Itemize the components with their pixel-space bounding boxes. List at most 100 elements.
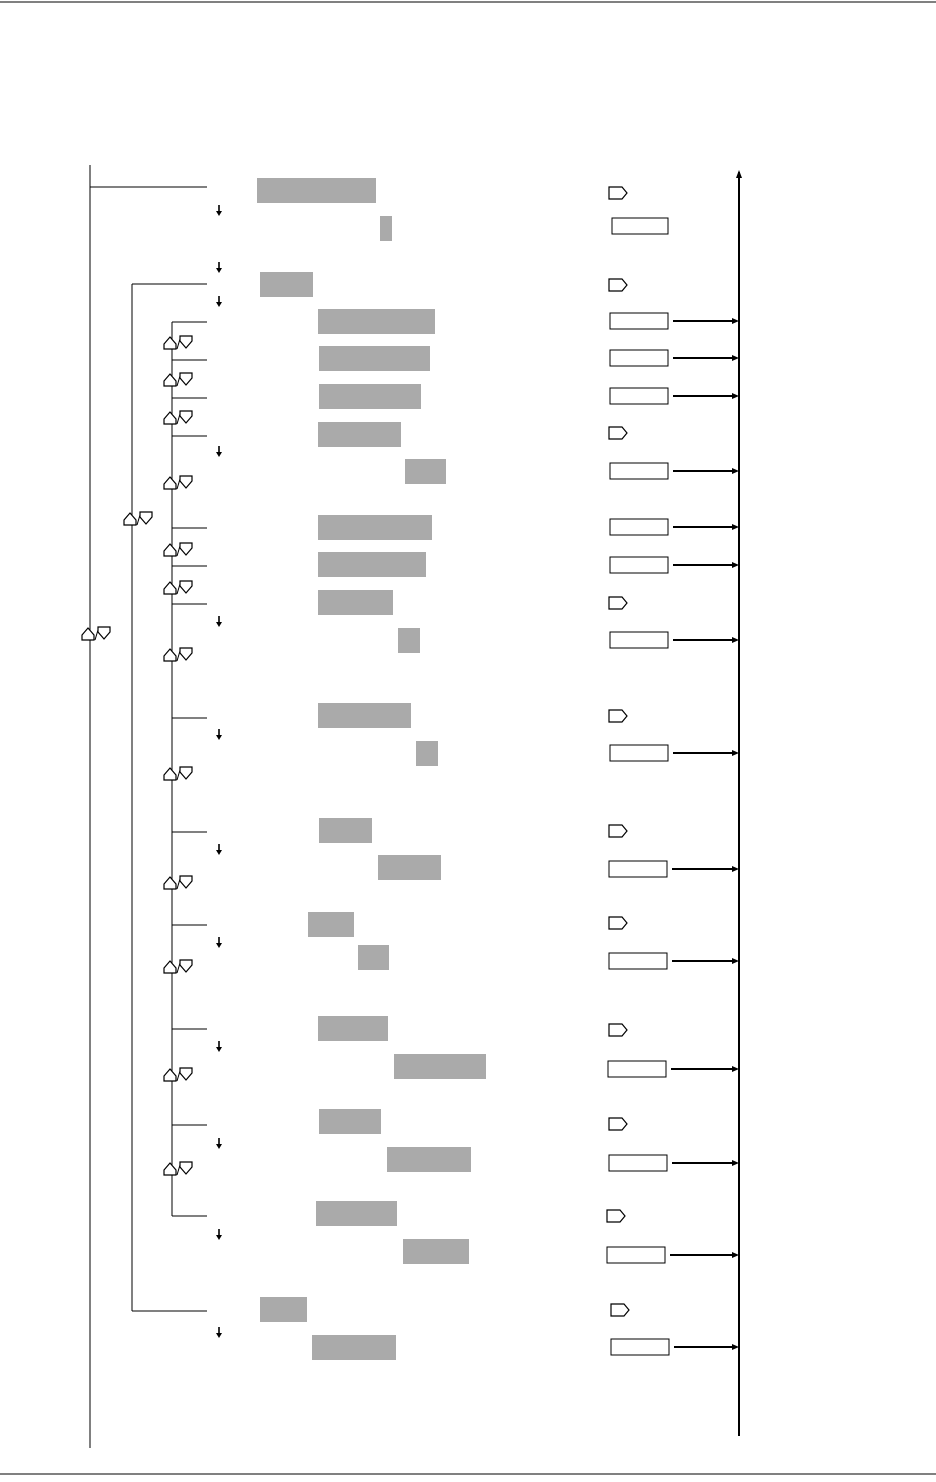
value-field: [609, 556, 669, 574]
enter-key-icon: [608, 278, 628, 292]
value-field: [608, 952, 668, 970]
value-field: [609, 631, 669, 649]
output-arrow-icon: [674, 1344, 739, 1350]
value-field: [609, 518, 669, 536]
up-down-keys-icon: [163, 410, 193, 425]
up-down-keys-icons: [81, 335, 193, 1176]
up-down-keys-icon: [163, 647, 193, 662]
enter-key-icon: [608, 1117, 628, 1131]
up-down-keys-icon: [123, 511, 153, 526]
step-down-arrow-icon: [216, 937, 222, 948]
submenu-label: [260, 1297, 307, 1322]
output-arrow-icon: [670, 1252, 739, 1258]
enter-key-icon: [606, 1209, 626, 1223]
menu-item-value: [387, 1147, 471, 1172]
enter-key-icon: [608, 186, 628, 200]
value-field: [609, 349, 669, 367]
menu-item-value: [403, 1239, 469, 1264]
enter-key-icons: [606, 186, 630, 1317]
submenu-label: [260, 272, 313, 297]
value-field: [608, 860, 668, 878]
menu-item-value: [416, 741, 438, 766]
value-field: [607, 1060, 667, 1078]
menu-item-label: [318, 590, 393, 615]
output-arrow-icon: [673, 524, 739, 530]
menu-item-label: [318, 552, 426, 577]
step-down-arrow-icon: [216, 446, 222, 457]
up-down-keys-icon: [163, 542, 193, 557]
enter-key-icon: [610, 1303, 630, 1317]
value-field: [609, 462, 669, 480]
menu-item-value: [394, 1054, 486, 1079]
menu-item-label: [319, 1109, 381, 1134]
menu-item-value: [378, 855, 441, 880]
output-arrow-icon: [673, 393, 739, 399]
menu-item-value: [398, 628, 420, 653]
step-down-arrow-icon: [216, 729, 222, 740]
output-arrow-icon: [672, 866, 739, 872]
menu-item-label: [319, 818, 372, 843]
step-down-arrow-icons: [216, 205, 222, 1338]
output-arrow-icon: [673, 750, 739, 756]
step-down-arrow-icon: [216, 616, 222, 627]
enter-key-icon: [608, 426, 628, 440]
step-down-arrow-icon: [216, 1229, 222, 1240]
menu-item-value: [312, 1335, 396, 1360]
step-down-arrow-icon: [216, 296, 222, 307]
menu-tree-lines: [89, 165, 207, 1448]
menu-item-label: [319, 346, 430, 371]
value-field: [609, 744, 669, 762]
menu-item-value: [405, 459, 446, 484]
menu-text-placeholders: [257, 178, 486, 1360]
output-arrow-icon: [673, 468, 739, 474]
step-down-arrow-icon: [216, 1041, 222, 1052]
menu-item-main-label: [257, 178, 376, 203]
menu-item-label: [316, 1201, 397, 1226]
menu-item-label: [318, 309, 435, 334]
value-field: [609, 387, 669, 405]
enter-key-icon: [608, 824, 628, 838]
enter-key-icon: [608, 916, 628, 930]
step-down-arrow-icon: [216, 262, 222, 273]
value-field: [609, 312, 669, 330]
output-arrow-icon: [671, 1066, 739, 1072]
menu-item-label: [318, 422, 401, 447]
value-field: [611, 217, 669, 235]
output-arrow-icon: [673, 562, 739, 568]
up-down-keys-icon: [163, 335, 193, 350]
up-down-keys-icon: [163, 475, 193, 490]
up-down-keys-icon: [163, 580, 193, 595]
up-down-keys-icon: [163, 1067, 193, 1082]
menu-item-label: [318, 703, 411, 728]
value-fields: [606, 217, 670, 1356]
output-arrow-icon: [673, 637, 739, 643]
value-field: [608, 1154, 668, 1172]
up-down-keys-icon: [163, 1161, 193, 1176]
output-arrow-icon: [673, 318, 739, 324]
output-arrow-icon: [673, 355, 739, 361]
menu-item-label: [318, 1016, 388, 1041]
output-arrows: [670, 318, 739, 1350]
up-down-keys-icon: [81, 626, 111, 641]
up-down-keys-icon: [163, 372, 193, 387]
value-field: [606, 1246, 666, 1264]
enter-key-icon: [608, 709, 628, 723]
output-bus-arrowhead: [736, 170, 742, 178]
up-down-keys-icon: [163, 875, 193, 890]
value-field: [610, 1338, 670, 1356]
enter-key-icon: [608, 596, 628, 610]
step-down-arrow-icon: [216, 205, 222, 216]
menu-item-label: [318, 515, 432, 540]
output-arrow-icon: [672, 958, 739, 964]
output-arrow-icon: [672, 1160, 739, 1166]
menu-item-label: [308, 912, 354, 937]
up-down-keys-icon: [163, 766, 193, 781]
menu-item-label: [319, 384, 421, 409]
step-down-arrow-icon: [216, 1138, 222, 1149]
up-down-keys-icon: [163, 959, 193, 974]
step-down-arrow-icon: [216, 844, 222, 855]
menu-item-value: [358, 945, 389, 970]
step-down-arrow-icon: [216, 1327, 222, 1338]
enter-key-icon: [608, 1023, 628, 1037]
